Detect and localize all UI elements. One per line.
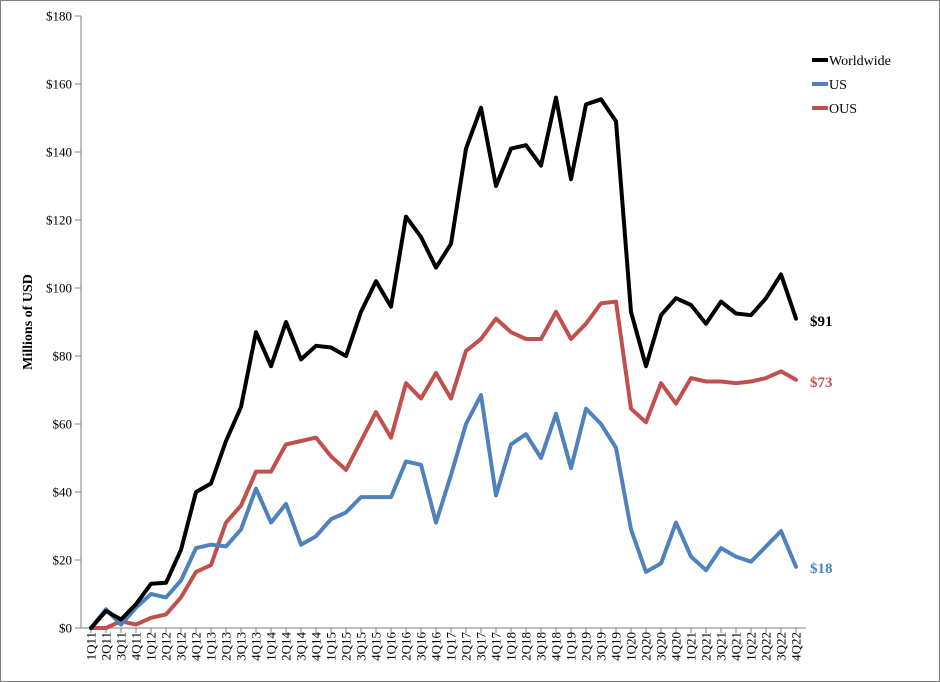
x-tick-label: 2Q11 [99, 632, 114, 660]
x-tick-label: 2Q19 [579, 632, 594, 661]
y-tick-label: $40 [53, 485, 73, 500]
x-tick-label: 4Q21 [729, 632, 744, 661]
x-tick-label: 1Q18 [504, 632, 519, 661]
x-tick-label: 3Q20 [654, 632, 669, 661]
series-line-ous [89, 299, 798, 630]
y-tick-label: $20 [53, 553, 73, 568]
x-tick-label: 4Q19 [609, 632, 624, 661]
x-tick-label: 1Q16 [384, 632, 399, 661]
x-tick-label: 2Q20 [639, 632, 654, 661]
y-axis-label: Millions of USD [21, 274, 36, 370]
x-tick-label: 1Q21 [684, 632, 699, 661]
x-tick-label: 3Q12 [174, 632, 189, 661]
x-tick-label: 2Q14 [279, 632, 294, 661]
x-tick-label: 4Q18 [549, 632, 564, 661]
x-tick-label: 1Q19 [564, 632, 579, 661]
x-tick-label: 1Q11 [84, 632, 99, 660]
x-tick-label: 4Q17 [489, 632, 504, 661]
x-axis-ticks: 1Q11 2Q11 3Q11 4Q11 1Q12 2Q12 3Q12 4Q12 1Q13 2Q13… [84, 628, 804, 661]
series-line-us [89, 393, 798, 630]
x-tick-label: 4Q15 [369, 632, 384, 661]
legend-label-us: US [829, 78, 847, 93]
y-tick-label: $140 [46, 145, 72, 160]
legend: Worldwide US OUS [812, 54, 891, 117]
x-tick-label: 4Q22 [789, 632, 804, 661]
x-tick-label: 3Q21 [714, 632, 729, 661]
y-tick-label: $60 [53, 417, 73, 432]
legend-label-ous: OUS [829, 102, 857, 117]
x-tick-label: 1Q13 [204, 632, 219, 661]
x-tick-label: 3Q19 [594, 632, 609, 661]
end-labels: $91 $18 $73 [810, 314, 833, 577]
x-tick-label: 1Q22 [744, 632, 759, 661]
x-tick-label: 3Q22 [774, 632, 789, 661]
x-tick-label: 1Q15 [324, 632, 339, 661]
x-tick-label: 4Q13 [249, 632, 264, 661]
x-tick-label: 4Q14 [309, 632, 324, 661]
x-tick-label: 3Q16 [414, 632, 429, 661]
x-tick-label: 1Q20 [624, 632, 639, 661]
x-tick-label: 2Q16 [399, 632, 414, 661]
x-tick-label: 3Q17 [474, 632, 489, 661]
series-lines [89, 95, 798, 630]
x-tick-label: 2Q13 [219, 632, 234, 661]
x-tick-label: 4Q12 [189, 632, 204, 661]
axes [80, 16, 806, 629]
y-tick-label: $80 [53, 349, 73, 364]
y-tick-label: $0 [59, 621, 72, 636]
x-tick-label: 3Q15 [354, 632, 369, 661]
y-tick-label: $160 [46, 77, 72, 92]
end-label-us: $18 [810, 561, 833, 577]
x-tick-label: 3Q14 [294, 632, 309, 661]
y-tick-label: $120 [46, 213, 72, 228]
x-tick-label: 1Q17 [444, 632, 459, 661]
x-tick-label: 1Q12 [144, 632, 159, 661]
series-line-worldwide [89, 95, 798, 630]
x-tick-label: 2Q15 [339, 632, 354, 661]
x-tick-label: 4Q16 [429, 632, 444, 661]
x-tick-label: 2Q18 [519, 632, 534, 661]
y-tick-label: $100 [46, 281, 72, 296]
x-tick-label: 3Q11 [114, 632, 129, 660]
x-tick-label: 2Q22 [759, 632, 774, 661]
y-axis-ticks: $0 $20 $40 $60 $80 $100 $120 $140 $160 $180 [46, 9, 81, 636]
x-tick-label: 1Q14 [264, 632, 279, 661]
end-label-worldwide: $91 [810, 314, 833, 330]
x-tick-label: 4Q11 [129, 632, 144, 660]
x-tick-label: 2Q21 [699, 632, 714, 661]
x-tick-label: 3Q18 [534, 632, 549, 661]
x-tick-label: 4Q20 [669, 632, 684, 661]
legend-label-worldwide: Worldwide [829, 54, 891, 69]
y-tick-label: $180 [46, 9, 72, 24]
end-label-ous: $73 [810, 375, 833, 391]
x-tick-label: 2Q17 [459, 632, 474, 661]
x-tick-label: 2Q12 [159, 632, 174, 661]
x-tick-label: 3Q13 [234, 632, 249, 661]
